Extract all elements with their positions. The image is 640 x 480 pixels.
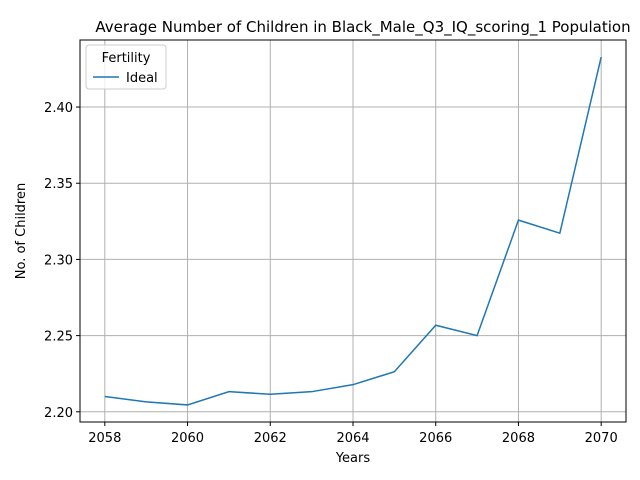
x-axis-label: Years xyxy=(335,451,371,466)
axis-ticks: 2058 2060 2062 2064 2066 2068 2070 2.20 2.25 2.30… xyxy=(44,101,618,446)
x-tick-label: 2062 xyxy=(254,431,287,446)
y-tick-label: 2.20 xyxy=(44,406,73,421)
series-layer xyxy=(104,56,602,406)
legend-label: Ideal xyxy=(126,71,158,86)
x-tick-label: 2064 xyxy=(336,431,369,446)
x-tick-label: 2070 xyxy=(585,431,618,446)
y-tick-label: 2.40 xyxy=(44,101,73,116)
x-tick-label: 2066 xyxy=(419,431,452,446)
grid-lines xyxy=(80,40,626,422)
legend-box xyxy=(85,44,167,90)
y-tick-label: 2.25 xyxy=(44,330,73,345)
y-axis-label: No. of Children xyxy=(14,183,29,279)
legend: Fertility Ideal xyxy=(85,44,167,90)
x-tick-label: 2060 xyxy=(171,431,204,446)
legend-title: Fertility xyxy=(102,51,151,66)
series-line-ideal xyxy=(104,56,602,406)
x-tick-label: 2068 xyxy=(502,431,535,446)
chart-title: Average Number of Children in Black_Male… xyxy=(95,18,630,37)
x-tick-label: 2058 xyxy=(88,431,121,446)
y-tick-label: 2.35 xyxy=(44,177,73,192)
y-tick-label: 2.30 xyxy=(44,253,73,268)
